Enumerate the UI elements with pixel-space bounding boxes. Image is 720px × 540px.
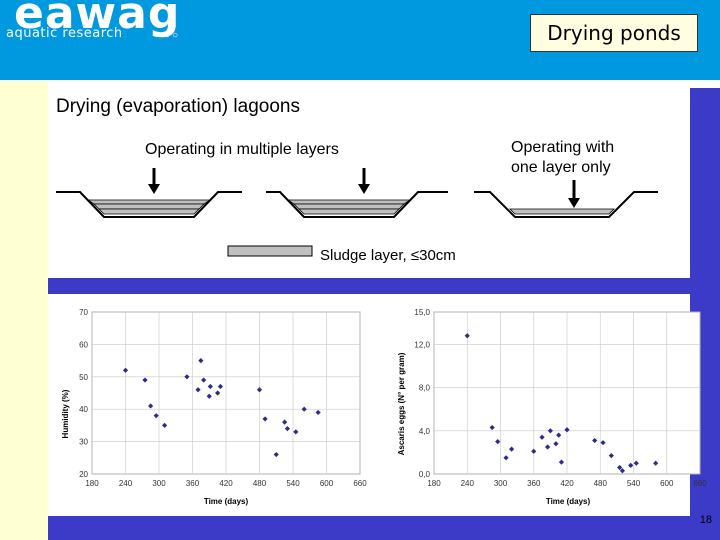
x-tick-label: 360 [186,479,200,488]
x-tick-label: 420 [219,479,233,488]
page-number: 18 [699,514,712,526]
data-point [545,444,551,450]
legend-label: Sludge layer, ≤30cm [320,247,456,264]
diagram-heading: Drying (evaporation) lagoons [56,96,300,117]
humidity-ylabel: Humidity (%) [61,389,70,438]
pond-multi-layer-1 [56,168,242,218]
y-tick-label: 40 [79,405,88,414]
data-point [464,333,470,339]
y-tick-label: 70 [79,308,88,317]
left-decorative-strip [0,80,48,540]
label-single-layer-2: one layer only [511,159,611,176]
x-tick-label: 360 [527,479,541,488]
header-bar: eawag aquatic research ○○○ Drying ponds [0,0,720,80]
bottom-blue-band [48,516,720,540]
logo-subtitle: aquatic research [6,26,123,41]
x-tick-label: 420 [560,479,574,488]
data-point [489,424,495,431]
humidity-xlabel: Time (days) [204,497,249,506]
x-tick-label: 600 [660,479,674,488]
pond-multi-layer-2 [266,168,448,218]
ascaris-xlabel: Time (days) [546,497,591,506]
y-tick-label: 20 [79,470,88,479]
data-point [558,459,565,465]
data-point [556,432,562,438]
ascaris-chart: Ascaris eggs (N° per gram) Time (days) 1… [397,308,707,506]
y-tick-label: 50 [79,373,88,382]
slide-title: Drying ponds [530,14,698,52]
legend-swatch [227,245,313,257]
middle-blue-band [48,278,720,294]
x-tick-label: 240 [119,479,133,488]
data-point [256,387,263,393]
label-multi-layer: Operating in multiple layers [145,141,339,158]
data-point [531,448,537,454]
y-tick-label: 12,0 [414,340,430,349]
data-point [564,427,570,433]
y-tick-label: 30 [79,438,88,447]
data-point [600,440,606,446]
y-tick-label: 8,0 [419,384,431,393]
x-tick-label: 540 [286,479,300,488]
x-tick-label: 180 [85,479,99,488]
x-tick-label: 240 [461,479,475,488]
x-tick-label: 600 [320,479,334,488]
y-tick-label: 0,0 [419,470,431,479]
pond-single-layer [474,180,658,218]
data-point [273,451,279,458]
data-point [653,460,659,466]
x-tick-label: 660 [693,479,707,488]
data-point [293,429,299,435]
label-single-layer-1: Operating with [511,139,614,156]
charts-panel: Humidity (%) Time (days) 180 240 300 360 420… [48,294,707,516]
x-tick-label: 180 [427,479,441,488]
data-point [547,428,553,434]
right-blue-band-upper [690,88,720,278]
x-tick-label: 540 [627,479,641,488]
lagoon-diagram-panel: Drying (evaporation) lagoons Operating i… [48,88,690,278]
data-point [315,409,321,416]
humidity-chart: Humidity (%) Time (days) 180 240 300 360 420… [61,308,367,506]
x-tick-label: 480 [594,479,608,488]
y-tick-label: 4,0 [419,427,431,436]
data-point [282,419,288,425]
x-tick-label: 660 [353,479,367,488]
data-point [539,434,545,440]
logo-dots: ○○○ [156,30,181,41]
eawag-logo: eawag [14,0,181,39]
x-tick-label: 480 [253,479,267,488]
data-point [215,390,221,396]
ascaris-ylabel: Ascaris eggs (N° per gram) [397,352,406,455]
x-tick-label: 300 [494,479,508,488]
y-tick-label: 15,0 [414,308,430,317]
data-point [206,393,212,399]
y-tick-label: 60 [79,340,88,349]
x-tick-label: 300 [152,479,166,488]
lagoon-diagram: Drying (evaporation) lagoons Operating i… [56,96,658,264]
